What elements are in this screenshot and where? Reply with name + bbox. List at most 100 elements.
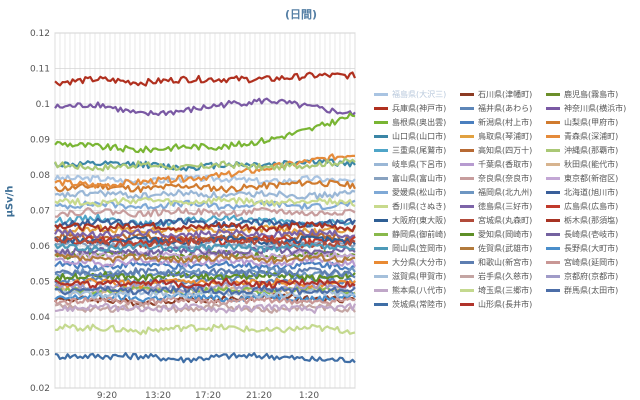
legend-item[interactable]: 富山県(富山市) (374, 172, 446, 184)
legend-label: 神奈川県(横浜市) (564, 103, 627, 113)
legend-item[interactable]: 大分県(大分市) (374, 256, 446, 268)
legend-label: 埼玉県(三郷市) (478, 285, 533, 295)
legend-label: 京都府(京都市) (564, 271, 619, 281)
legend-label: 広島県(広島市) (564, 201, 619, 211)
legend-swatch (546, 218, 560, 222)
legend-item[interactable]: 福岡県(北九州) (460, 186, 532, 198)
legend-swatch (546, 176, 560, 180)
legend-swatch (374, 134, 388, 138)
legend-item[interactable]: 埼玉県(三郷市) (460, 284, 532, 296)
series-line (54, 189, 356, 201)
legend-label: 愛知県(岡崎市) (478, 229, 533, 239)
legend-label: 高知県(四万十) (478, 145, 533, 155)
legend-item[interactable]: 佐賀県(武雄市) (460, 242, 532, 254)
x-tick-label: 9:20 (97, 391, 117, 400)
legend-item[interactable]: 茨城県(常陸市) (374, 298, 446, 310)
legend-label: 宮崎県(延岡市) (564, 257, 619, 267)
legend-item[interactable]: 高知県(四万十) (460, 144, 532, 156)
legend-item[interactable]: 岡山県(笠岡市) (374, 242, 446, 254)
legend-item[interactable]: 山形県(長井市) (460, 298, 532, 310)
legend-item[interactable]: 長野県(大町市) (546, 242, 618, 254)
y-tick-label: 0.1 (36, 100, 50, 110)
legend-item[interactable]: 神奈川県(横浜市) (546, 102, 626, 114)
legend-label: 兵庫県(神戸市) (392, 103, 447, 113)
legend-item[interactable]: 石川県(津幡町) (460, 88, 532, 100)
series-line (54, 352, 356, 364)
legend-item[interactable]: 大阪府(東大阪) (374, 214, 446, 226)
series-line (54, 256, 357, 268)
legend-item[interactable]: 山口県(山口市) (374, 130, 446, 142)
legend-label: 滋賀県(甲賀市) (392, 271, 447, 281)
legend-item[interactable]: 山梨県(甲府市) (546, 116, 618, 128)
legend-item[interactable]: 岩手県(久慈市) (460, 270, 532, 282)
legend-item[interactable]: 和歌山(新宮市) (460, 256, 532, 268)
legend-label: 長野県(大町市) (564, 243, 619, 253)
legend-swatch (374, 176, 388, 180)
legend-item[interactable]: 鳥取県(琴浦町) (460, 130, 532, 142)
legend-label: 島根県(奥出雲) (392, 117, 447, 127)
x-tick-label: 21:20 (246, 391, 272, 400)
legend-swatch (460, 106, 474, 110)
legend-swatch (460, 204, 474, 208)
legend-item[interactable]: 滋賀県(甲賀市) (374, 270, 446, 282)
legend-swatch (460, 260, 474, 264)
legend-item[interactable]: 秋田県(能代市) (546, 158, 618, 170)
legend-item[interactable]: 愛媛県(松山市) (374, 186, 446, 198)
legend-label: 鳥取県(琴浦町) (478, 131, 533, 141)
series-line (54, 323, 356, 336)
legend-item[interactable]: 香川県(さぬき) (374, 200, 446, 212)
legend-swatch (546, 190, 560, 194)
legend-item[interactable]: 福井県(あわら) (460, 102, 532, 114)
legend-swatch (374, 204, 388, 208)
legend-swatch (374, 288, 388, 292)
series-line (54, 296, 356, 307)
legend-swatch (546, 260, 560, 264)
legend-item[interactable]: 徳島県(三好市) (460, 200, 532, 212)
legend-swatch (546, 246, 560, 250)
series-line (54, 221, 357, 233)
legend-swatch (460, 288, 474, 292)
legend-label: 宮城県(丸森町) (478, 215, 533, 225)
legend-item[interactable]: 沖縄県(那覇市) (546, 144, 618, 156)
legend-item[interactable]: 兵庫県(神戸市) (374, 102, 446, 114)
legend-swatch (374, 274, 388, 278)
legend-item[interactable]: 青森県(深浦町) (546, 130, 618, 142)
legend-label: 香川県(さぬき) (392, 201, 447, 211)
legend-item[interactable]: 群馬県(太田市) (546, 284, 618, 296)
legend-swatch (460, 274, 474, 278)
legend-item[interactable]: 三重県(尾鷲市) (374, 144, 446, 156)
legend-item[interactable]: 長崎県(壱岐市) (546, 228, 618, 240)
legend-swatch (460, 176, 474, 180)
legend-swatch (460, 302, 474, 306)
legend-item[interactable]: 京都府(京都市) (546, 270, 618, 282)
legend-item[interactable]: 東京都(新宿区) (546, 172, 618, 184)
legend-item[interactable]: 栃木県(那須塩) (546, 214, 618, 226)
legend-swatch (374, 92, 388, 96)
legend-label: 静岡県(御前崎) (392, 229, 447, 239)
legend-item[interactable]: 広島県(広島市) (546, 200, 618, 212)
legend-swatch (546, 134, 560, 138)
series-line (54, 112, 356, 154)
legend-item[interactable]: 鹿児島(霧島市) (546, 88, 618, 100)
legend-item[interactable]: 熊本県(八代市) (374, 284, 446, 296)
legend-item[interactable]: 静岡県(御前崎) (374, 228, 446, 240)
series-line (54, 97, 356, 117)
x-tick-label: 1:20 (299, 391, 319, 400)
legend-item[interactable]: 島根県(奥出雲) (374, 116, 446, 128)
legend-label: 山梨県(甲府市) (564, 117, 619, 127)
legend-label: 大阪府(東大阪) (392, 215, 447, 225)
legend-swatch (460, 232, 474, 236)
legend-item[interactable]: 宮崎県(延岡市) (546, 256, 618, 268)
legend-label: 群馬県(太田市) (564, 285, 619, 295)
legend-label: 鹿児島(霧島市) (564, 89, 619, 99)
y-tick-label: 0.02 (30, 384, 50, 394)
series-line (54, 252, 356, 264)
legend-item[interactable]: 愛知県(岡崎市) (460, 228, 532, 240)
legend-item[interactable]: 岐阜県(下呂市) (374, 158, 446, 170)
legend-item[interactable]: 千葉県(香取市) (460, 158, 532, 170)
legend-item[interactable]: 宮城県(丸森町) (460, 214, 532, 226)
legend-item[interactable]: 福島県(大沢三) (374, 88, 446, 100)
legend-item[interactable]: 北海道(旭川市) (546, 186, 618, 198)
legend-item[interactable]: 新潟県(村上市) (460, 116, 532, 128)
legend-item[interactable]: 奈良県(奈良市) (460, 172, 532, 184)
